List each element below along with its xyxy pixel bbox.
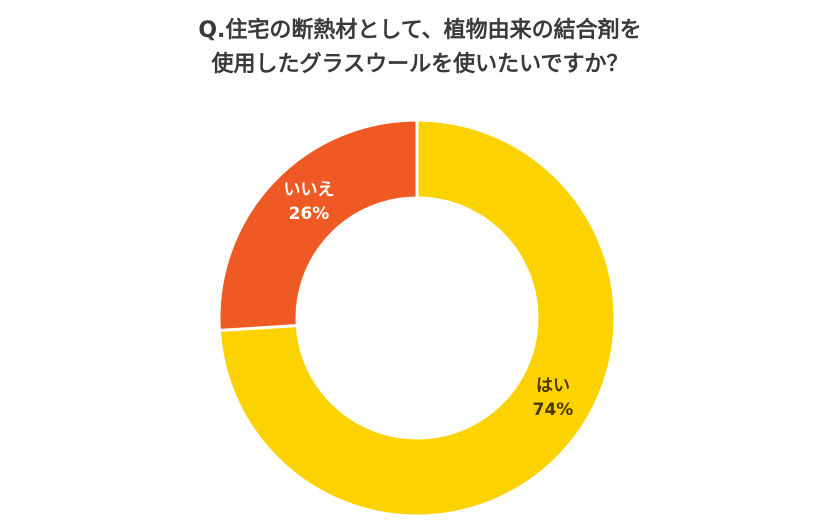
donut-labels: はい 74% いいえ 26% bbox=[284, 180, 574, 420]
chart-title-line-1: Q.住宅の断熱材として、植物由来の結合剤を bbox=[198, 18, 642, 43]
donut-slices bbox=[217, 118, 617, 518]
slice-no bbox=[217, 118, 419, 333]
chart-title-line-2: 使用したグラスウールを使いたいですか？ bbox=[211, 52, 629, 77]
slice-yes bbox=[217, 118, 617, 518]
slice-value-yes: 74% bbox=[533, 400, 574, 420]
slice-label-yes: はい bbox=[536, 376, 570, 396]
slice-value-no: 26% bbox=[289, 204, 330, 224]
slice-label-no: いいえ bbox=[284, 180, 335, 200]
chart-title: Q.住宅の断熱材として、植物由来の結合剤を 使用したグラスウールを使いたいですか… bbox=[0, 14, 840, 82]
